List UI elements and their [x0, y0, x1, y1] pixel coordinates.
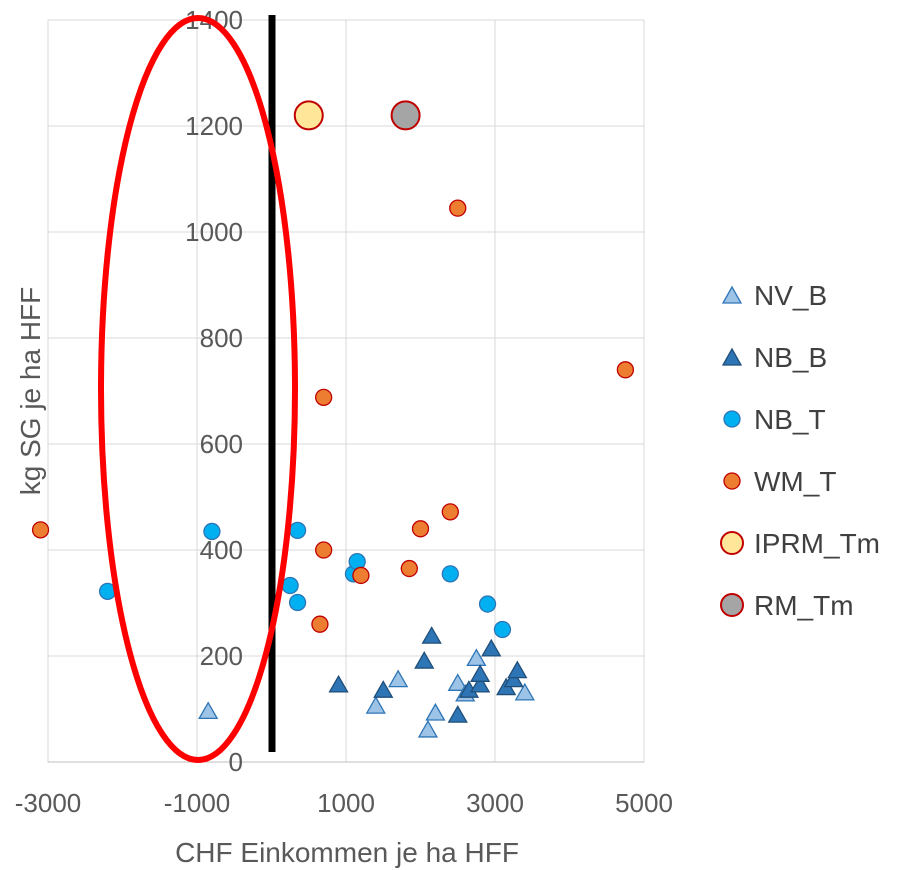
legend-label: NB_T — [754, 404, 826, 435]
data-point — [328, 674, 349, 693]
series-nv-b — [198, 648, 535, 738]
legend-marker — [721, 285, 743, 304]
series-rm-tm — [390, 100, 421, 131]
data-point — [198, 701, 219, 720]
data-point — [466, 648, 487, 667]
legend-marker — [721, 347, 743, 366]
data-point — [425, 702, 446, 721]
data-point — [411, 520, 430, 538]
data-point — [441, 503, 459, 521]
data-point — [365, 696, 386, 714]
series-nb-b — [328, 626, 528, 723]
x-axis-ticks: -3000 -1000 1000 3000 5000 — [15, 788, 673, 818]
data-point — [469, 674, 491, 693]
legend-label: NV_B — [754, 280, 827, 311]
y-tick-label: 600 — [200, 429, 243, 459]
legend-marker — [720, 593, 744, 617]
y-tick-label: 1000 — [185, 217, 243, 247]
y-axis-title: kg SG je ha HFF — [15, 287, 46, 496]
data-point — [281, 576, 299, 595]
data-point — [31, 521, 50, 539]
legend-item: IPRM_Tm — [720, 528, 880, 559]
data-point — [417, 719, 439, 738]
highlight-ellipse — [98, 15, 298, 763]
data-point — [414, 650, 435, 669]
data-point — [481, 638, 502, 657]
x-tick-label: 3000 — [466, 788, 524, 818]
data-point — [447, 673, 468, 691]
x-tick-label: -3000 — [15, 788, 82, 818]
legend-item: NV_B — [721, 280, 827, 311]
data-point — [388, 669, 409, 688]
data-point — [493, 620, 512, 639]
data-point — [441, 565, 459, 583]
data-point — [503, 669, 524, 688]
data-point — [514, 682, 535, 701]
legend-item: RM_Tm — [720, 590, 854, 621]
data-point — [421, 626, 442, 644]
legend-marker — [723, 410, 741, 428]
y-tick-label: 0 — [229, 747, 243, 777]
data-point — [390, 100, 421, 131]
data-point — [449, 199, 467, 217]
legend-label: NB_B — [754, 342, 827, 373]
series-wm-t — [31, 199, 635, 633]
data-point — [507, 660, 528, 679]
x-tick-label: 1000 — [317, 788, 375, 818]
y-tick-label: 400 — [200, 535, 243, 565]
data-point — [203, 522, 221, 541]
annotations — [98, 15, 298, 763]
data-points — [31, 100, 635, 738]
legend-item: NB_T — [723, 404, 826, 435]
data-point — [288, 521, 307, 540]
legend-label: RM_Tm — [754, 590, 854, 621]
data-point — [314, 541, 333, 559]
legend-label: WM_T — [754, 466, 836, 497]
data-point — [447, 705, 468, 723]
legend-label: IPRM_Tm — [754, 528, 880, 559]
legend-marker — [723, 472, 741, 490]
data-point — [400, 559, 418, 578]
data-point — [288, 593, 307, 612]
series-iprm-tm — [293, 100, 324, 131]
legend-item: NB_B — [721, 342, 827, 373]
data-point — [311, 615, 329, 633]
data-point — [373, 680, 394, 698]
legend-marker — [720, 531, 744, 555]
gridlines — [48, 19, 644, 763]
x-axis-title: CHF Einkommen je ha HFF — [175, 837, 519, 868]
data-point — [293, 100, 324, 131]
y-tick-label: 200 — [200, 641, 243, 671]
y-tick-label: 1200 — [185, 111, 243, 141]
y-tick-label: 800 — [200, 323, 243, 353]
x-tick-label: -1000 — [164, 788, 231, 818]
legend-item: WM_T — [723, 466, 836, 497]
legend: NV_B NB_B NB_T WM_T IPRM_Tm RM_Tm — [720, 280, 880, 621]
x-tick-label: 5000 — [615, 788, 673, 818]
data-point — [616, 361, 635, 379]
data-point — [478, 595, 497, 613]
data-point — [352, 566, 370, 585]
data-point — [314, 388, 333, 407]
data-point — [469, 664, 491, 682]
